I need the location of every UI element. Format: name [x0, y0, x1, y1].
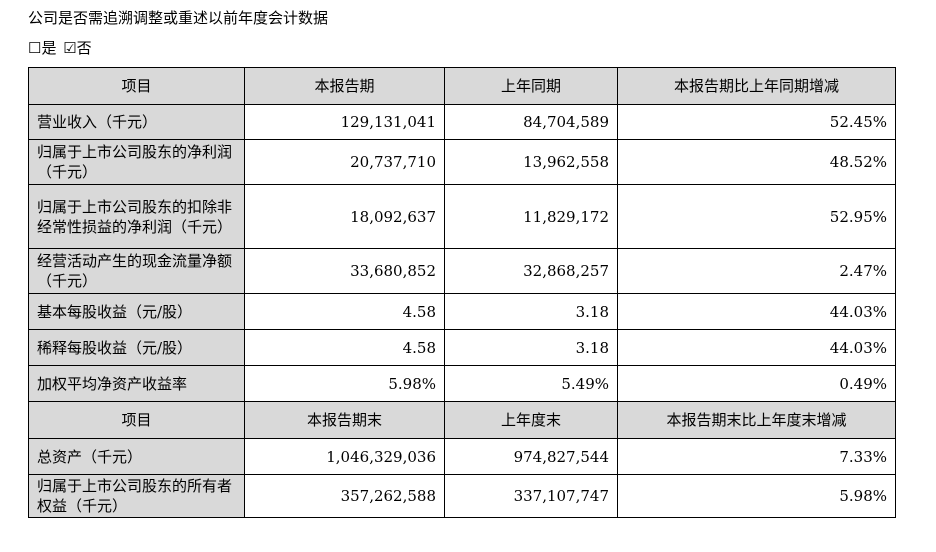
intro-text: 公司是否需追溯调整或重述以前年度会计数据	[28, 9, 329, 27]
table-row: 归属于上市公司股东的净利润（千元） 20,737,710 13,962,558 48.…	[28, 139, 896, 185]
header-col-previous: 上年度末	[444, 401, 618, 439]
table-row: 总资产（千元） 1,046,329,036 974,827,544 7.33%	[28, 438, 896, 475]
cell-change: 52.95%	[617, 184, 896, 249]
table-header-row: 项目 本报告期 上年同期 本报告期比上年同期增减	[28, 67, 896, 105]
cell-current: 1,046,329,036	[244, 438, 445, 475]
cell-change: 44.03%	[617, 329, 896, 366]
cell-change: 2.47%	[617, 248, 896, 294]
cell-current: 5.98%	[244, 365, 445, 402]
row-label: 稀释每股收益（元/股）	[28, 329, 245, 366]
table-header-row: 项目 本报告期末 上年度末 本报告期末比上年度末增减	[28, 401, 896, 439]
cell-current: 4.58	[244, 293, 445, 330]
cell-change: 44.03%	[617, 293, 896, 330]
option-yes-checkbox[interactable]: ☐是	[28, 39, 57, 57]
header-col-previous: 上年同期	[444, 67, 618, 105]
header-col-current: 本报告期末	[244, 401, 445, 439]
option-no-checkbox[interactable]: ☑否	[63, 39, 92, 57]
table-row: 归属于上市公司股东的所有者权益（千元） 357,262,588 337,107,74…	[28, 474, 896, 518]
table-row: 营业收入（千元） 129,131,041 84,704,589 52.45%	[28, 104, 896, 140]
cell-previous: 337,107,747	[444, 474, 618, 518]
row-label: 营业收入（千元）	[28, 104, 245, 140]
header-col-item: 项目	[28, 401, 245, 439]
cell-current: 18,092,637	[244, 184, 445, 249]
cell-previous: 3.18	[444, 329, 618, 366]
financial-data-table: 项目 本报告期 上年同期 本报告期比上年同期增减 营业收入（千元） 129,131,041…	[28, 67, 896, 518]
cell-previous: 84,704,589	[444, 104, 618, 140]
table-row: 稀释每股收益（元/股） 4.58 3.18 44.03%	[28, 329, 896, 366]
cell-current: 4.58	[244, 329, 445, 366]
cell-change: 7.33%	[617, 438, 896, 475]
row-label: 归属于上市公司股东的净利润（千元）	[28, 139, 245, 185]
cell-previous: 3.18	[444, 293, 618, 330]
table-row: 归属于上市公司股东的扣除非经常性损益的净利润（千元） 18,092,637 11,8…	[28, 184, 896, 249]
row-label: 经营活动产生的现金流量净额（千元）	[28, 248, 245, 294]
cell-change: 48.52%	[617, 139, 896, 185]
row-label: 归属于上市公司股东的所有者权益（千元）	[28, 474, 245, 518]
cell-current: 357,262,588	[244, 474, 445, 518]
cell-previous: 5.49%	[444, 365, 618, 402]
table-row: 加权平均净资产收益率 5.98% 5.49% 0.49%	[28, 365, 896, 402]
header-col-change: 本报告期比上年同期增减	[617, 67, 896, 105]
cell-current: 129,131,041	[244, 104, 445, 140]
cell-previous: 13,962,558	[444, 139, 618, 185]
cell-change: 0.49%	[617, 365, 896, 402]
cell-change: 52.45%	[617, 104, 896, 140]
header-col-change: 本报告期末比上年度末增减	[617, 401, 896, 439]
row-label: 基本每股收益（元/股）	[28, 293, 245, 330]
table-row: 经营活动产生的现金流量净额（千元） 33,680,852 32,868,257 2.4…	[28, 248, 896, 294]
cell-previous: 974,827,544	[444, 438, 618, 475]
cell-current: 33,680,852	[244, 248, 445, 294]
cell-change: 5.98%	[617, 474, 896, 518]
table-row: 基本每股收益（元/股） 4.58 3.18 44.03%	[28, 293, 896, 330]
cell-current: 20,737,710	[244, 139, 445, 185]
restatement-choice: ☐是 ☑否	[28, 38, 94, 58]
row-label: 归属于上市公司股东的扣除非经常性损益的净利润（千元）	[28, 184, 245, 249]
header-col-current: 本报告期	[244, 67, 445, 105]
cell-previous: 11,829,172	[444, 184, 618, 249]
row-label: 加权平均净资产收益率	[28, 365, 245, 402]
row-label: 总资产（千元）	[28, 438, 245, 475]
cell-previous: 32,868,257	[444, 248, 618, 294]
header-col-item: 项目	[28, 67, 245, 105]
